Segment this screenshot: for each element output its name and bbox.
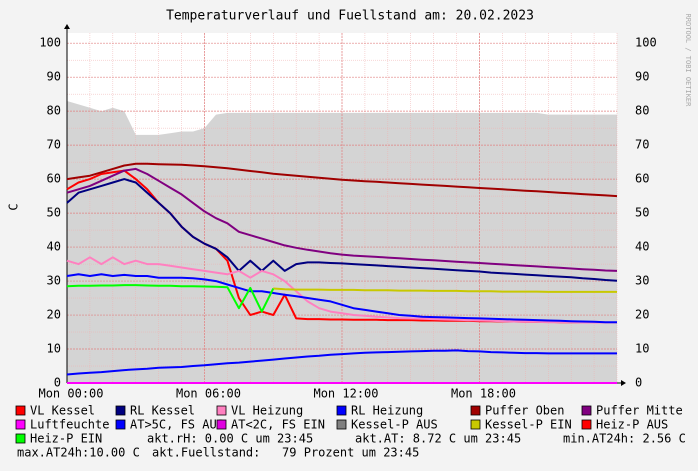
legend-swatch [581,419,592,430]
y-tick-label: 80 [47,104,61,118]
legend-swatch [115,405,126,416]
y2-tick-label: 100 [635,36,657,50]
y-tick-label: 90 [47,70,61,84]
note: akt.AT: 8.72 C um 23:45 [355,432,521,446]
legend-label: Heiz-P AUS [596,418,668,432]
series-line [273,287,617,293]
legend-swatch [15,419,26,430]
y-tick-label: 70 [47,138,61,152]
legend-label: Puffer Oben [485,404,564,418]
y2-tick-label: 60 [635,172,649,186]
y2-tick-label: 10 [635,342,649,356]
series-line [66,284,275,313]
legend-swatch [470,419,481,430]
legend-label: VL Heizung [231,404,303,418]
series-line [66,167,618,272]
watermark: RRDTOOL / TOBI OETIKER [684,14,692,108]
legend-label: VL Kessel [30,404,95,418]
legend-label: Puffer Mitte [596,404,683,418]
legend-label: Kessel-P EIN [485,418,572,432]
y-tick-label: 100 [39,36,61,50]
legend-swatch [336,419,347,430]
series-line [66,162,618,198]
note: max.AT24h:10.00 C [17,446,140,460]
y2-tick-label: 30 [635,274,649,288]
legend-swatch [15,433,26,444]
y2-tick-label: 40 [635,240,649,254]
legend-label: RL Heizung [351,404,423,418]
x-tick-label: Mon 06:00 [176,387,241,401]
x-tick-label: Mon 12:00 [313,387,378,401]
y2-tick-label: 70 [635,138,649,152]
legend-label: Heiz-P EIN [30,432,102,446]
y-axis-label: C [7,203,21,210]
legend-swatch [336,405,347,416]
y2-tick-label: 20 [635,308,649,322]
legend-label: Kessel-P AUS [351,418,438,432]
legend-swatch [470,405,481,416]
y2-tick-label: 90 [635,70,649,84]
y-tick-label: 40 [47,240,61,254]
legend-label: AT>5C, FS AUS [130,418,224,432]
x-tick-label: Mon 00:00 [38,387,103,401]
note: min.AT24h: 2.56 C [563,432,686,446]
series-line [66,273,617,324]
axis-arrow [64,24,70,29]
y-tick-label: 50 [47,206,61,220]
y-tick-label: 20 [47,308,61,322]
note: akt.rH: 0.00 C um 23:45 [147,432,313,446]
series-line [66,349,617,376]
note: akt.Fuellstand: 79 Prozent um 23:45 [152,446,419,460]
legend-swatch [216,405,227,416]
legend-swatch [115,419,126,430]
series-line [66,178,618,282]
axis-arrow [621,380,626,386]
legend-swatch [216,419,227,430]
legend-swatch [15,405,26,416]
legend-label: Luftfeuchte [30,418,109,432]
legend-swatch [581,405,592,416]
y2-tick-label: 50 [635,206,649,220]
y2-tick-label: 80 [635,104,649,118]
legend-label: RL Kessel [130,404,195,418]
y-tick-label: 10 [47,342,61,356]
series-line [66,256,617,324]
y-tick-label: 0 [54,376,61,390]
y-tick-label: 30 [47,274,61,288]
chart-title: Temperaturverlauf und Fuellstand am: 20.… [166,9,534,24]
y-tick-label: 60 [47,172,61,186]
x-tick-label: Mon 18:00 [451,387,516,401]
legend-label: AT<2C, FS EIN [231,418,325,432]
y2-tick-label: 0 [635,376,642,390]
